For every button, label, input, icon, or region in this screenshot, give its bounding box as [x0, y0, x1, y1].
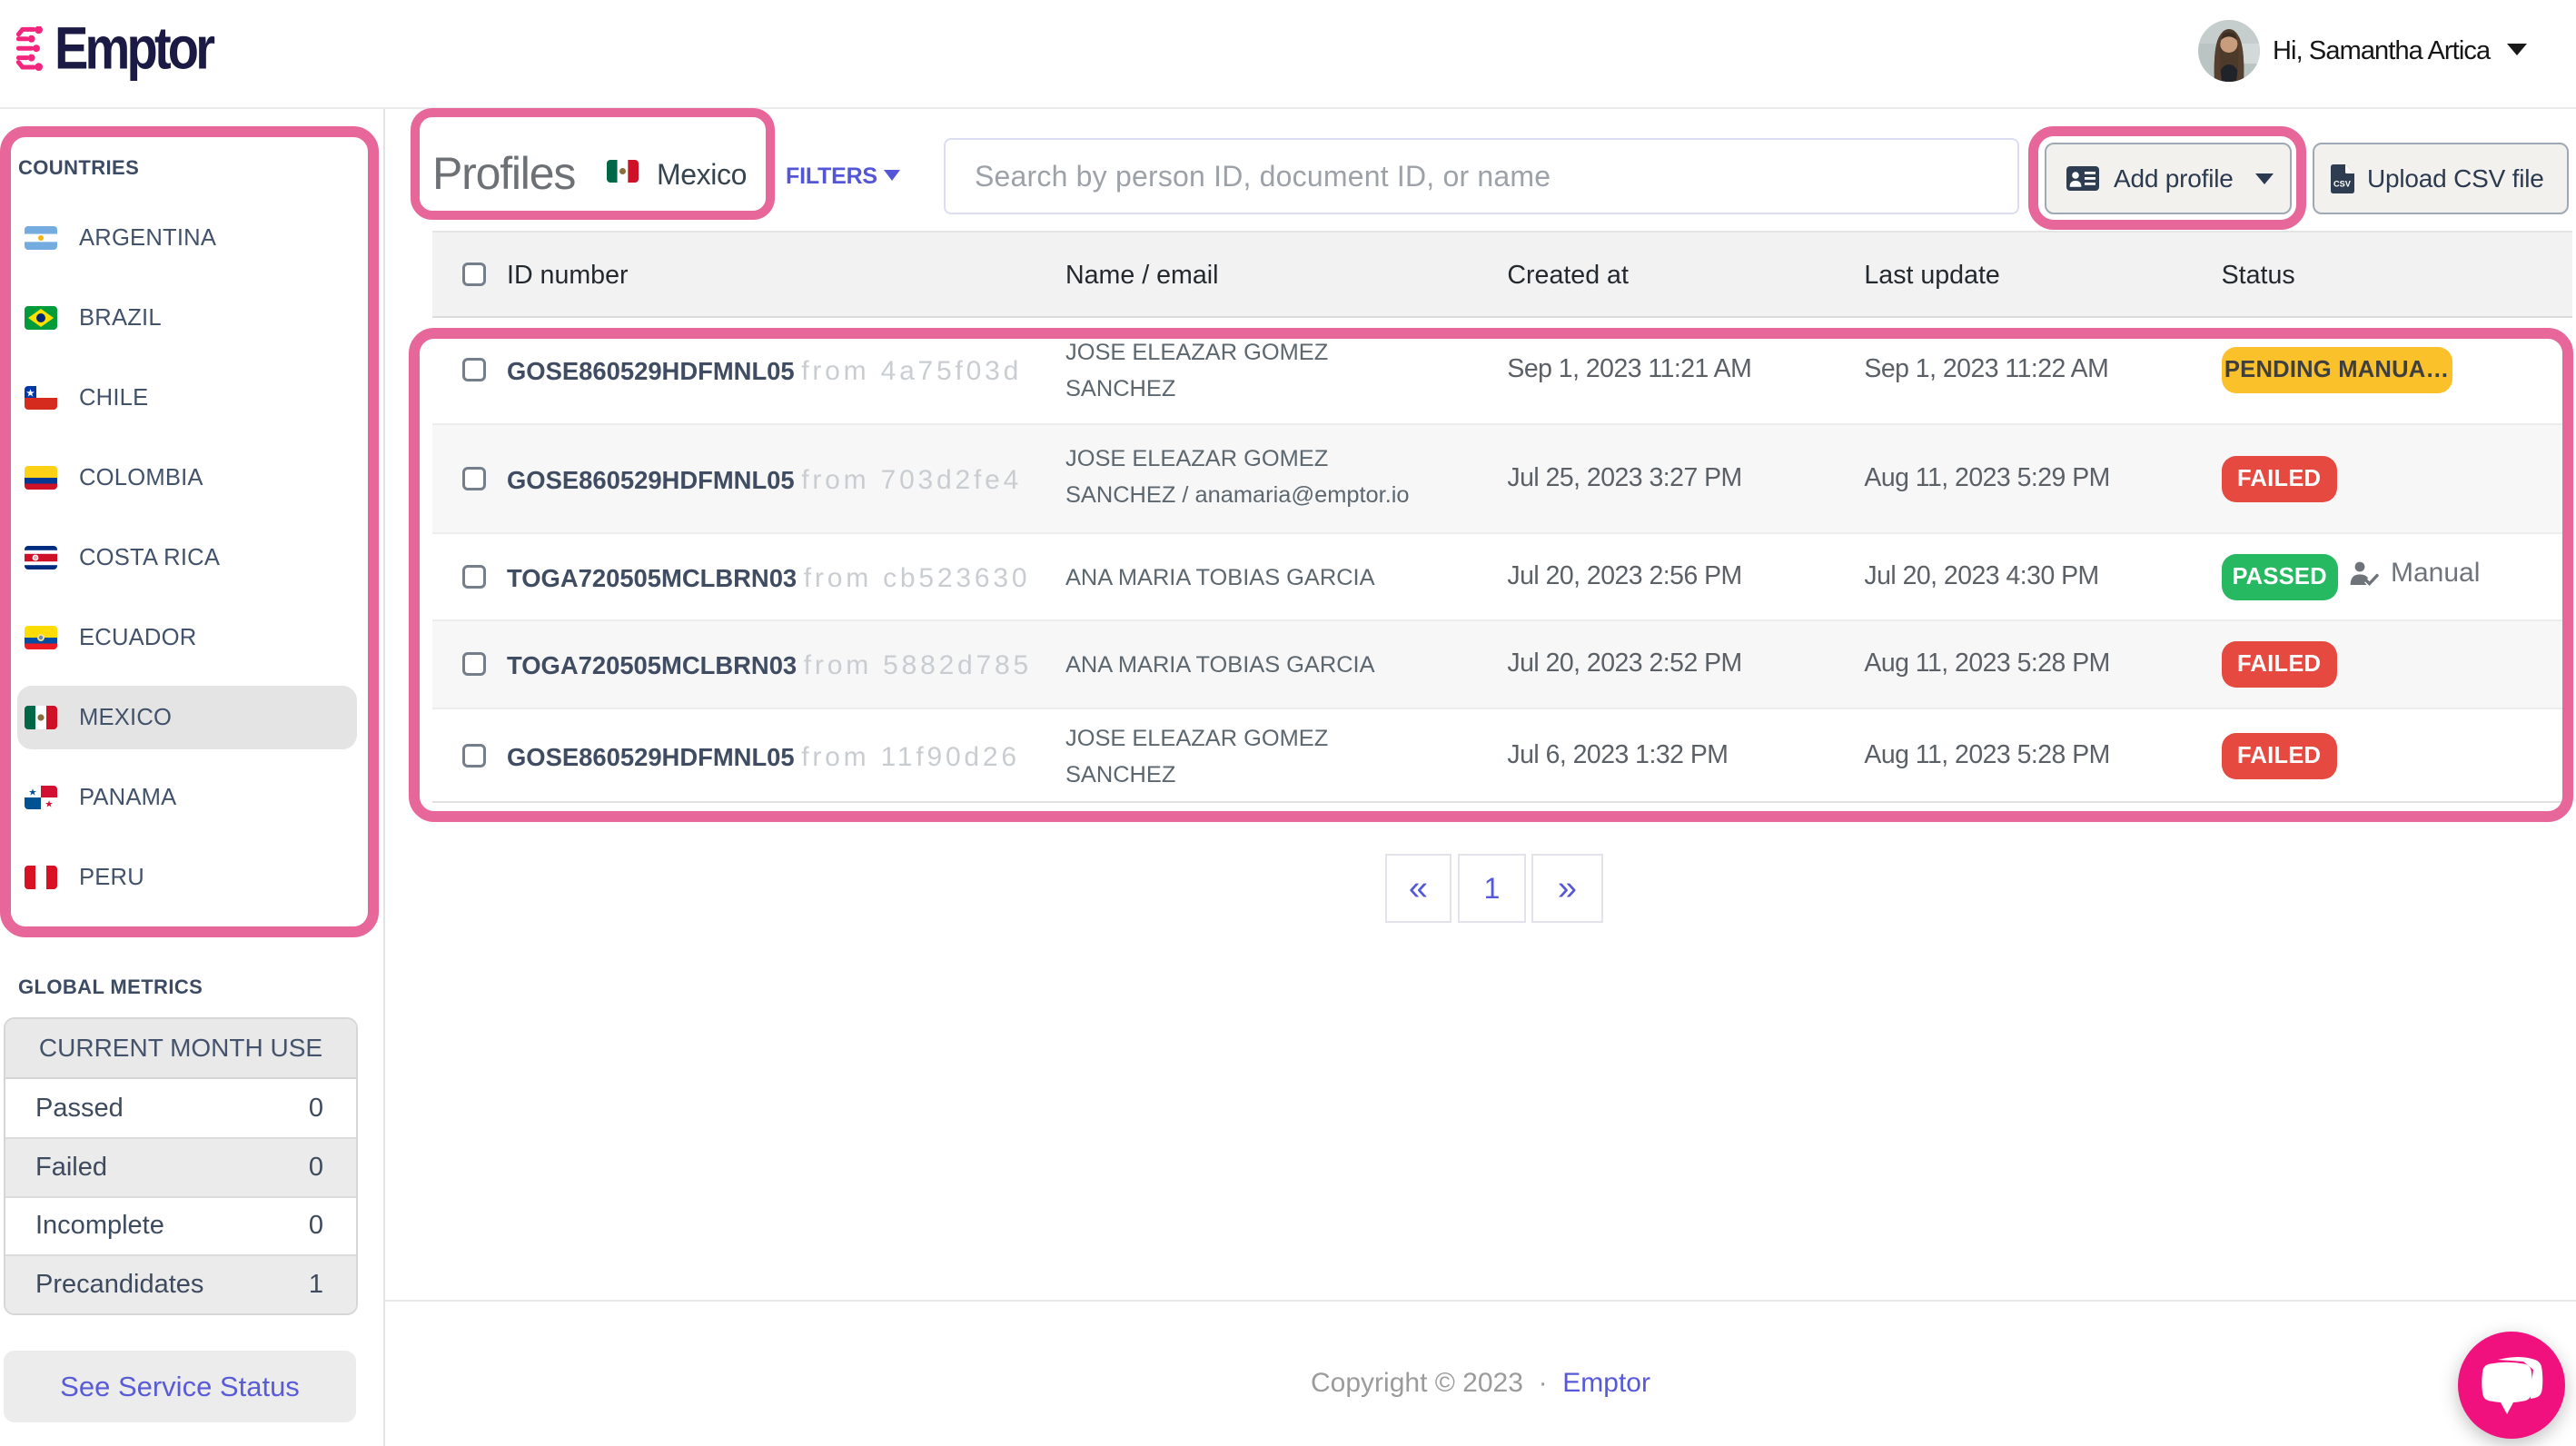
svg-text:CSV: CSV	[2333, 179, 2352, 188]
